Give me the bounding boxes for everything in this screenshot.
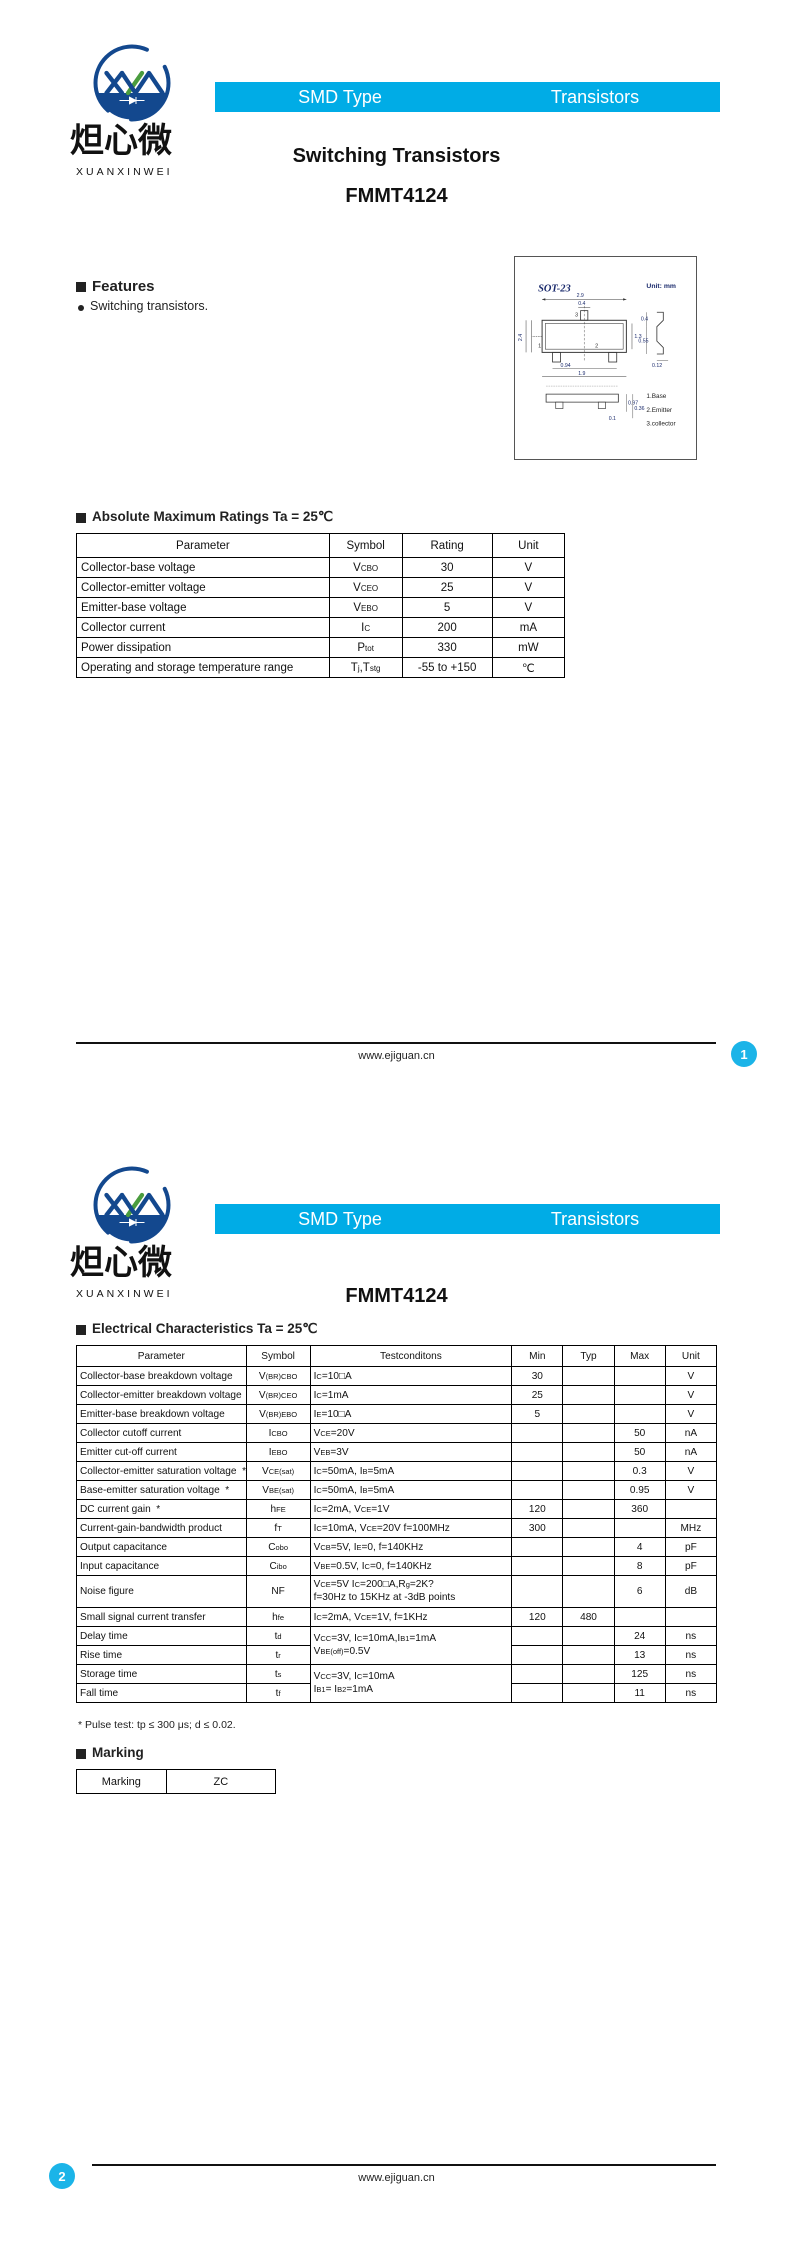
svg-text:2: 2 — [58, 2169, 65, 2184]
svg-text:1.Base: 1.Base — [646, 393, 666, 400]
svg-text:0.4: 0.4 — [578, 301, 585, 307]
svg-text:SOT-23: SOT-23 — [538, 283, 571, 294]
svg-text:2: 2 — [595, 344, 598, 350]
svg-text:0.36: 0.36 — [634, 406, 644, 412]
svg-text:0.94: 0.94 — [561, 363, 571, 369]
svg-text:0.55: 0.55 — [638, 339, 648, 345]
svg-text:1: 1 — [538, 344, 541, 350]
svg-text:0.4: 0.4 — [641, 316, 648, 322]
svg-text:2.Emitter: 2.Emitter — [646, 407, 672, 414]
svg-text:0.1: 0.1 — [609, 416, 616, 422]
svg-text:3.collector: 3.collector — [646, 420, 676, 427]
svg-text:3: 3 — [575, 312, 578, 318]
svg-text:1: 1 — [740, 1047, 747, 1062]
svg-text:0.12: 0.12 — [652, 363, 662, 369]
svg-text:1.9: 1.9 — [578, 371, 585, 377]
svg-text:Unit: mm: Unit: mm — [646, 283, 676, 290]
svg-text:2.9: 2.9 — [577, 293, 584, 299]
svg-text:2.4: 2.4 — [518, 334, 524, 341]
